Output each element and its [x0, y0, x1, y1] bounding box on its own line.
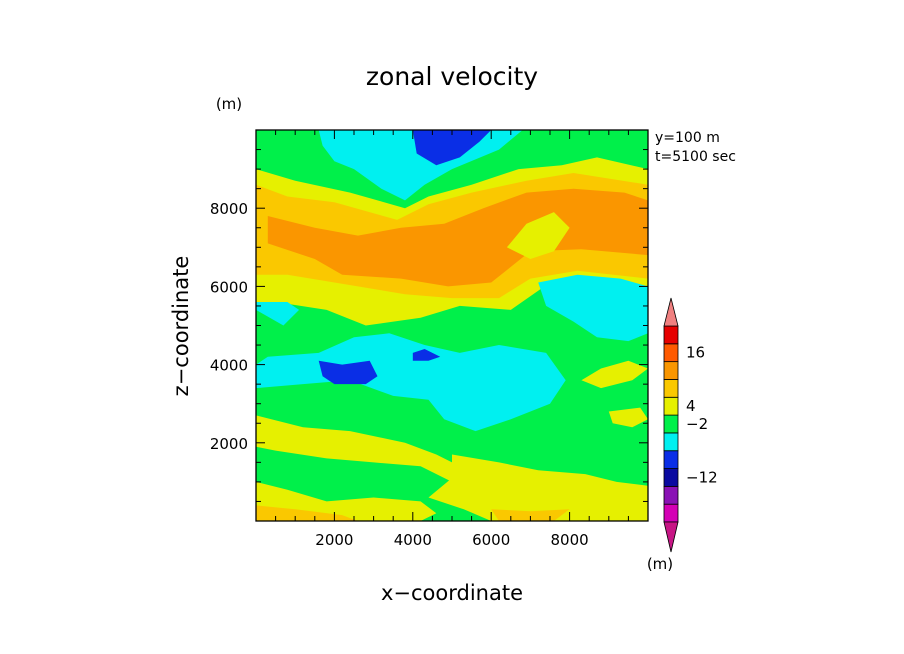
annotation-time: t=5100 sec: [655, 149, 736, 165]
colorbar-band: [663, 379, 679, 398]
colorbar-band: [663, 450, 679, 469]
contour-blue-left-spot: [318, 360, 378, 385]
colorbar-label: 16: [686, 344, 705, 362]
colorbar-band: [663, 325, 679, 345]
colorbar-label: 4: [686, 397, 696, 415]
annotation-y-position: y=100 m: [655, 130, 720, 146]
contour-cyan-right: [538, 274, 648, 342]
contour-yellow-spot-upper-right: [506, 212, 570, 259]
y-axis-label: z−coordinate: [169, 256, 193, 397]
colorbar-band: [663, 414, 679, 434]
contour-cyan-middle: [256, 333, 566, 432]
contour-yellow-lower-right: [428, 454, 648, 521]
contour-blue-center-spot: [412, 349, 441, 361]
y-tick-label: 8000: [210, 200, 248, 218]
x-tick-label: 4000: [394, 531, 432, 549]
x-tick-label: 2000: [315, 531, 353, 549]
colorbar-unit-label: (m): [647, 555, 673, 573]
contour-yellow-right-edge: [608, 407, 648, 428]
contour-field: [256, 130, 648, 521]
y-tick-label: 2000: [210, 435, 248, 453]
chart-title: zonal velocity: [366, 62, 538, 91]
colorbar: 16 4−2 −12: [663, 297, 718, 553]
colorbar-band: [663, 343, 679, 363]
colorbar-band: [663, 396, 679, 416]
colorbar-top-arrow: [663, 297, 679, 327]
contour-orange-bottom-left: [256, 505, 358, 521]
x-tick-label: 8000: [551, 531, 589, 549]
colorbar-band: [663, 468, 679, 487]
x-axis-label: x−coordinate: [381, 581, 523, 605]
x-tick-label: 6000: [472, 531, 510, 549]
colorbar-bottom-arrow: [663, 521, 679, 553]
colorbar-label: −2: [686, 415, 708, 433]
contour-yellow-lower-left: [256, 415, 460, 482]
colorbar-band: [663, 485, 679, 505]
y-axis: 2000 4000 6000 8000: [210, 149, 648, 502]
y-tick-label: 6000: [210, 278, 248, 296]
colorbar-label: −12: [686, 468, 718, 486]
x-axis: 2000 4000 6000 8000: [275, 130, 629, 549]
y-unit-label: (m): [216, 95, 242, 113]
contour-blue-top: [412, 130, 492, 166]
colorbar-band: [663, 503, 679, 523]
contour-cyan-left-upper: [256, 302, 300, 326]
contour-yellow-small-right: [581, 360, 648, 389]
y-tick-label: 4000: [210, 357, 248, 375]
colorbar-band: [663, 432, 679, 452]
colorbar-band: [663, 361, 679, 380]
